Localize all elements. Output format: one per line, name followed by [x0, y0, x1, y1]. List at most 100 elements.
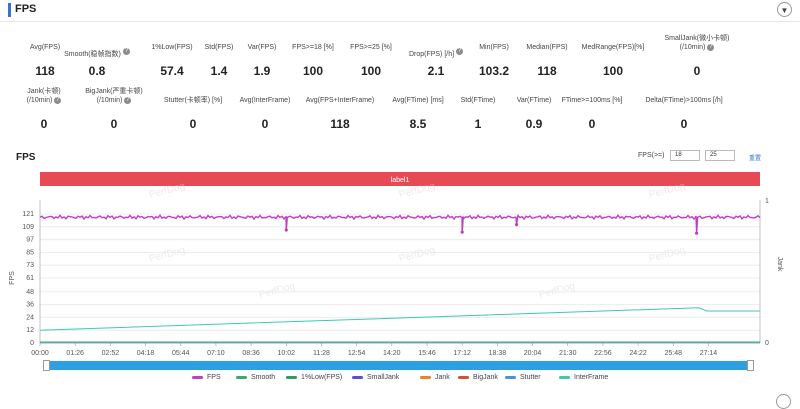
legend-label: SmallJank — [367, 374, 400, 381]
metric-label: Avg(FPS) — [29, 44, 61, 51]
legend-swatch — [352, 375, 363, 379]
x-tick-label: 24:22 — [629, 350, 647, 357]
legend-item[interactable]: 1%Low(FPS) — [286, 374, 342, 381]
y-tick-label: 121 — [22, 211, 34, 218]
x-tick-label: 21:30 — [559, 350, 577, 357]
scroll-top-button[interactable] — [776, 394, 791, 409]
watermark-text: PerfDog — [648, 245, 686, 265]
watermark-text: PerfDog — [398, 245, 436, 265]
metric-label: Std(FTime) — [460, 97, 496, 104]
fps-series-line — [39, 214, 761, 234]
threshold-input-2[interactable]: 25 — [705, 150, 735, 161]
y-axis-label: FPS — [9, 271, 16, 285]
metric-5: Var(FPS) 1.9 — [223, 43, 301, 83]
x-tick-label: 11:28 — [313, 350, 330, 357]
help-icon[interactable]: ? — [124, 96, 132, 104]
metric-label: SmallJank(微小卡顿) — [664, 35, 730, 42]
legend-item[interactable]: BigJank — [458, 374, 498, 381]
metric-16: Avg(InterFrame) 0 — [226, 96, 304, 136]
fps-dip-point — [284, 228, 288, 232]
metric-value: 118 — [537, 64, 557, 78]
legend-label: BigJank — [473, 374, 498, 381]
metric-label: BigJank(严重卡顿) — [85, 88, 143, 95]
metric-label: Median(FPS) — [526, 44, 568, 51]
x-tick-label: 07:10 — [207, 350, 225, 357]
metric-label: Avg(FTime) [ms] — [392, 97, 444, 104]
metric-value: 8.5 — [409, 117, 427, 131]
legend-label: Stutter — [520, 374, 541, 381]
legend-item[interactable]: FPS — [192, 374, 221, 381]
fps-dip-point — [694, 231, 699, 235]
metric-label: Delta(FTime)>100ms [/h] — [645, 97, 723, 104]
metric-value: 0.9 — [525, 117, 543, 131]
chart-title: FPS — [16, 152, 36, 163]
reset-button[interactable]: 重置 — [749, 156, 762, 162]
metric-label: FTime>=100ms [%] — [561, 97, 623, 104]
time-range-slider[interactable] — [48, 361, 750, 370]
metric-value: 100 — [360, 64, 382, 78]
metric-label: Drop(FPS) [/h] — [408, 51, 455, 58]
metric-label: Min(FPS) — [479, 44, 509, 51]
metric-value: 1.4 — [210, 64, 228, 78]
help-icon[interactable]: ? — [707, 43, 715, 51]
legend-item[interactable]: Jank — [420, 374, 450, 381]
legend-swatch — [286, 375, 297, 379]
metric-17: Avg(FPS+InterFrame) 118 — [301, 96, 379, 136]
x-tick-label: 00:00 — [31, 350, 49, 357]
metric-label: Stutter(卡顿率) [%] — [163, 97, 223, 104]
slider-handle-right[interactable] — [747, 360, 754, 371]
y-tick-label: 61 — [26, 275, 34, 282]
legend-item[interactable]: Smooth — [236, 374, 275, 381]
metric-20: Var(FTime) 0.9 — [495, 96, 573, 136]
metric-label: Std(FPS) — [204, 44, 234, 51]
fps-dip-point — [514, 223, 519, 227]
range-label-bar[interactable] — [40, 172, 760, 186]
metric-value: 1 — [474, 117, 482, 131]
chevron-down-icon[interactable]: ▼ — [777, 2, 792, 17]
metric-12: SmallJank(微小卡顿) (/10min)? 0 — [658, 34, 736, 78]
section-accent-bar — [8, 3, 11, 17]
legend-swatch — [505, 375, 516, 379]
threshold-input-1[interactable]: 18 — [670, 150, 700, 161]
metric-label: MedRange(FPS)[%] — [581, 44, 645, 51]
metric-value: 0 — [588, 117, 596, 131]
metric-sublabel: (/10min) — [679, 44, 706, 51]
metric-19: Std(FTime) 1 — [439, 96, 517, 136]
section-title: FPS — [15, 3, 37, 15]
slider-handle-left[interactable] — [43, 360, 50, 371]
metric-4: Std(FPS) 1.4 — [180, 43, 258, 83]
y2-axis-label: Jank — [776, 257, 783, 272]
metric-sublabel: (/10min) — [26, 97, 53, 104]
help-icon[interactable]: ? — [54, 96, 62, 104]
interframe-series-line — [39, 307, 760, 331]
legend-swatch — [559, 375, 570, 379]
watermark-text: PerfDog — [148, 245, 186, 265]
x-tick-label: 12:54 — [348, 350, 366, 357]
metric-value: 103.2 — [478, 64, 510, 78]
y-tick-label: 48 — [26, 289, 34, 296]
legend-item[interactable]: Stutter — [505, 374, 541, 381]
fps-dip-point — [460, 230, 464, 234]
metric-8: Drop(FPS) [/h]? 2.1 — [397, 43, 475, 83]
metric-2: Smooth(稳帧指数)? 0.8 — [58, 43, 136, 83]
legend-swatch — [192, 375, 203, 379]
help-icon[interactable]: ? — [122, 48, 130, 56]
legend-label: FPS — [207, 374, 221, 381]
x-tick-label: 10:02 — [278, 350, 296, 357]
metric-label: Avg(FPS+InterFrame) — [305, 97, 375, 104]
help-icon[interactable]: ? — [456, 48, 464, 56]
y-tick-label: 12 — [26, 327, 34, 334]
y2-tick-label: 0 — [765, 340, 769, 347]
x-tick-label: 08:36 — [242, 350, 260, 357]
legend-label: Smooth — [251, 374, 276, 381]
metric-label: Var(FPS) — [247, 44, 277, 51]
metric-value: 118 — [330, 117, 350, 131]
metric-3: 1%Low(FPS) 57.4 — [133, 43, 211, 83]
legend-item[interactable]: SmallJank — [352, 374, 399, 381]
metric-value: 100 — [602, 64, 624, 78]
legend-item[interactable]: InterFrame — [559, 374, 608, 381]
y-tick-label: 97 — [26, 237, 34, 244]
x-tick-label: 05:44 — [172, 350, 190, 357]
legend-swatch — [420, 375, 431, 379]
legend-label: InterFrame — [574, 374, 609, 381]
